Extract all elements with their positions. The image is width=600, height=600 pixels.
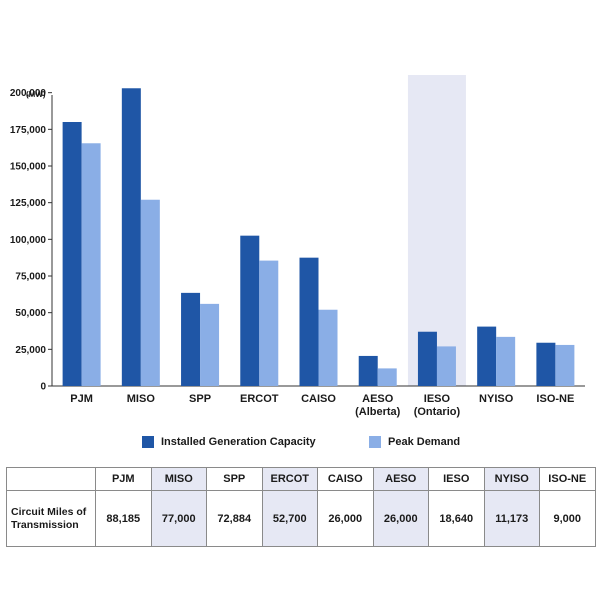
y-axis-unit-label: (MW): [26, 90, 46, 99]
bar-peak-demand: [81, 143, 101, 386]
legend-item-peak-demand: Peak Demand: [369, 436, 460, 448]
legend-swatch-peak-demand: [369, 436, 381, 448]
x-axis-labels: PJM MISO SPP ERCOT CAISO AESO (Alberta) IESO (On…: [70, 393, 574, 418]
legend-swatch-installed-capacity: [142, 436, 154, 448]
table-row-label: Circuit Miles of Transmission: [6, 490, 96, 547]
table-cell: 26,000: [372, 490, 429, 547]
legend-label-peak-demand: Peak Demand: [388, 436, 461, 448]
bar-peak-demand: [200, 303, 220, 386]
table-header-row: PJM MISO SPP ERCOT CAISO AESO IESO NYISO…: [6, 467, 596, 491]
table-header-cell: NYISO: [483, 467, 540, 491]
bar-installed-capacity: [477, 326, 497, 386]
table-cell: 9,000: [539, 490, 596, 547]
y-tick-label: 25,000: [15, 345, 46, 356]
y-tick-label: 75,000: [15, 272, 46, 283]
x-tick-label: NYISO: [479, 393, 514, 405]
bar-peak-demand: [377, 368, 397, 386]
bars: [62, 88, 575, 387]
x-tick-label: ERCOT: [240, 393, 279, 405]
table-header-cell: MISO: [150, 467, 207, 491]
legend-label-installed-capacity: Installed Generation Capacity: [161, 436, 316, 448]
x-tick-label: CAISO: [301, 393, 336, 405]
bar-installed-capacity: [181, 292, 201, 386]
bar-installed-capacity: [240, 235, 260, 386]
table-header-cell: [6, 467, 96, 491]
table-header-cell: PJM: [95, 467, 152, 491]
y-tick-label: 150,000: [10, 162, 47, 173]
table-cell: 77,000: [150, 490, 207, 547]
table-header-cell: CAISO: [317, 467, 374, 491]
bar-installed-capacity: [121, 88, 141, 387]
x-tick-label: AESO (Alberta): [355, 393, 401, 418]
x-tick-label: MISO: [127, 393, 156, 405]
bar-peak-demand: [318, 309, 338, 386]
bar-peak-demand: [555, 344, 575, 386]
x-tick-label: PJM: [70, 393, 93, 405]
bar-installed-capacity: [417, 331, 437, 386]
y-tick-label: 175,000: [10, 125, 47, 136]
table-header-cell: SPP: [206, 467, 263, 491]
table-header-cell: ISO-NE: [539, 467, 596, 491]
table-cell: 88,185: [95, 490, 152, 547]
bar-installed-capacity: [62, 122, 82, 386]
x-tick-label: ISO-NE: [536, 393, 574, 405]
bar-peak-demand: [436, 346, 456, 386]
table-cell: 26,000: [317, 490, 374, 547]
y-tick-label: 200,000: [10, 88, 47, 99]
bar-installed-capacity: [299, 257, 319, 386]
table-cell: 18,640: [428, 490, 485, 547]
legend: Installed Generation Capacity Peak Deman…: [0, 436, 600, 456]
table-cell: 52,700: [261, 490, 318, 547]
x-tick-label: SPP: [189, 393, 211, 405]
transmission-table: PJM MISO SPP ERCOT CAISO AESO IESO NYISO…: [6, 467, 596, 547]
bar-peak-demand: [259, 260, 279, 386]
table-header-cell: ERCOT: [261, 467, 318, 491]
y-tick-label: 100,000: [10, 235, 47, 246]
table-cell: 72,884: [206, 490, 263, 547]
y-tick-label: 125,000: [10, 198, 47, 209]
x-tick-label: IESO (Ontario): [414, 393, 461, 418]
bar-peak-demand: [140, 199, 160, 386]
legend-item-installed-capacity: Installed Generation Capacity: [142, 436, 316, 448]
y-tick-label: 50,000: [15, 308, 46, 319]
table-header-cell: AESO: [372, 467, 429, 491]
table-cell: 11,173: [483, 490, 540, 547]
bar-chart: 0 25,000 50,000 75,000 100,000 125,000 150,000…: [10, 75, 585, 418]
bar-installed-capacity: [358, 355, 378, 386]
bar-installed-capacity: [536, 342, 556, 386]
bar-peak-demand: [496, 336, 516, 386]
y-tick-label: 0: [40, 382, 46, 393]
table-row: Circuit Miles of Transmission 88,185 77,…: [6, 490, 596, 547]
table-header-cell: IESO: [428, 467, 485, 491]
